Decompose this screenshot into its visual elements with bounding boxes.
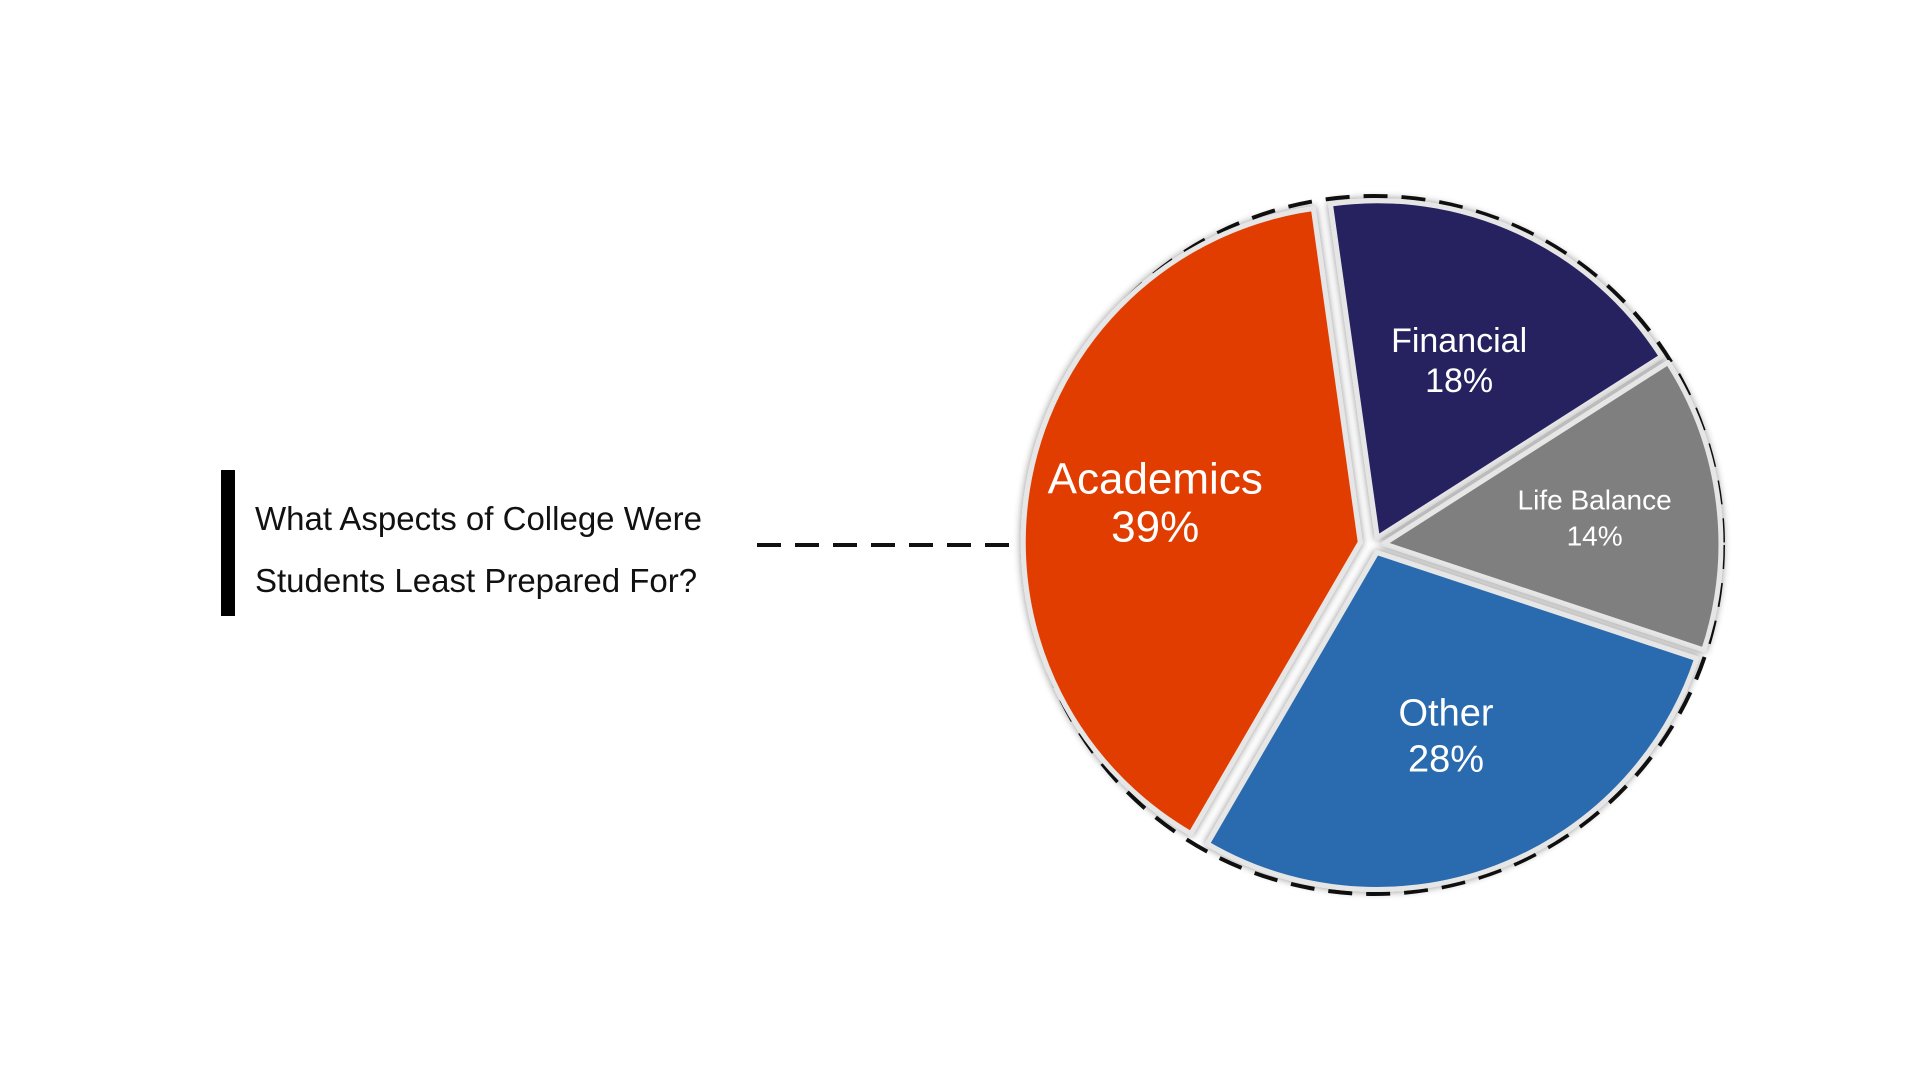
slice-value-financial: 18% [1425, 362, 1493, 400]
pie-slices [1020, 198, 1724, 892]
slice-value-other: 28% [1408, 739, 1484, 781]
pie-slice-financial [1327, 198, 1664, 541]
slice-label-other: Other [1398, 693, 1493, 735]
slice-label-financial: Financial [1391, 322, 1527, 360]
slice-value-life-balance: 14% [1567, 520, 1623, 551]
pie-slice-life-balance [1381, 359, 1724, 653]
chart-title-line-2: Students Least Prepared For? [255, 562, 698, 599]
chart-title-block: What Aspects of College Were Students Le… [221, 470, 761, 616]
title-accent-bar [221, 470, 235, 616]
pie-slice-academics [1020, 206, 1363, 837]
pie-slice-other [1204, 549, 1700, 892]
slice-value-academics: 39% [1111, 503, 1199, 552]
slice-label-life-balance: Life Balance [1518, 484, 1672, 515]
slice-label-academics: Academics [1048, 455, 1263, 504]
chart-title: What Aspects of College Were Students Le… [255, 488, 702, 612]
chart-title-line-1: What Aspects of College Were [255, 500, 702, 537]
